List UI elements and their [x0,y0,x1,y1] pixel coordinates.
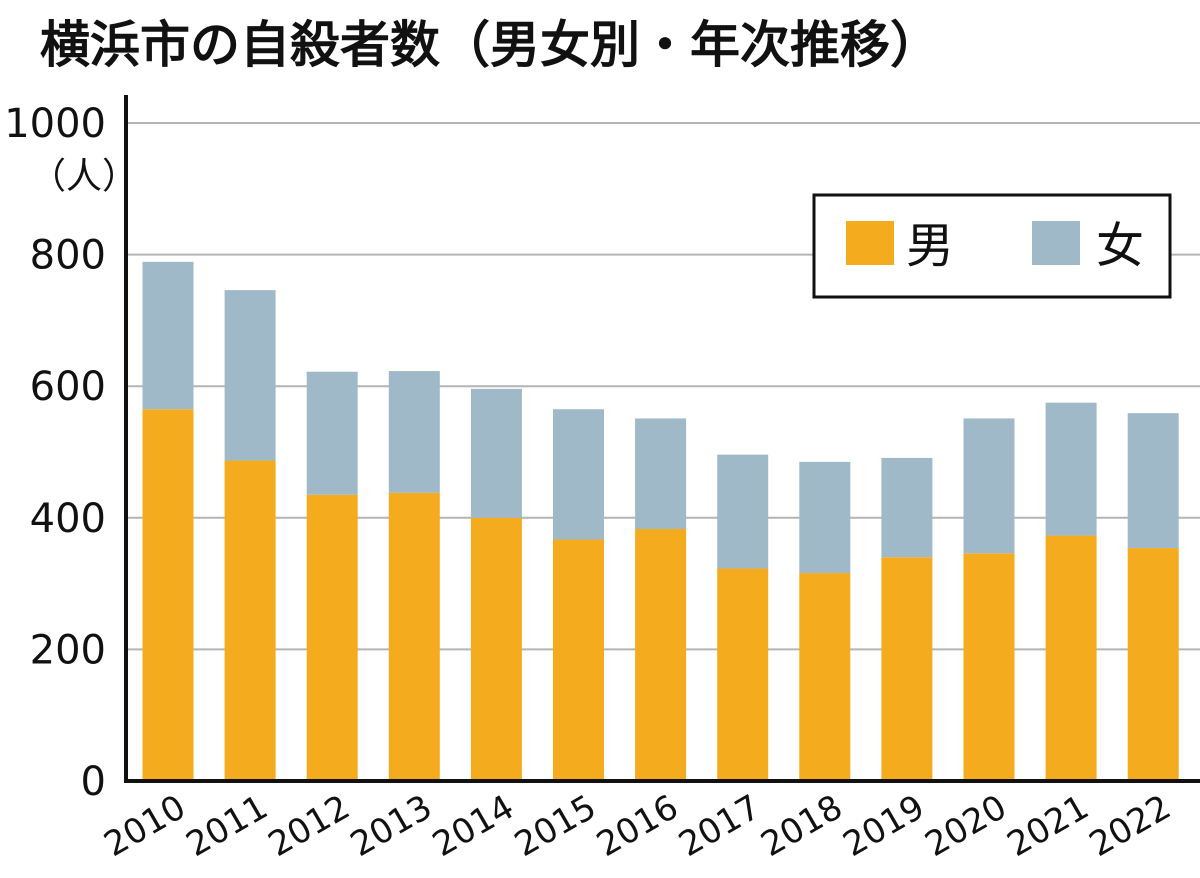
bar-male-2017 [717,568,769,781]
bar-male-2020 [963,553,1015,781]
y-tick-label: 0 [81,759,106,805]
x-tick-labels: 2010201120122013201420152016201720182019… [98,787,1178,865]
x-tick-label: 2015 [508,787,603,865]
x-tick-label: 2010 [98,787,193,865]
bar-male-2016 [635,528,687,781]
x-tick-label: 2021 [1001,787,1096,865]
legend-box [812,193,1172,299]
y-tick-label: 800 [30,233,106,279]
x-tick-label: 2012 [262,787,357,865]
legend: 男 女 [812,193,1172,299]
bar-female-2018 [799,461,851,574]
bar-male-2012 [306,494,358,781]
bar-male-2019 [881,557,933,781]
bar-male-2010 [142,409,194,781]
y-tick-labels: 0 200 400 600 800 1000 [4,101,106,805]
legend-swatch-male [846,221,894,265]
x-tick-label: 2013 [344,787,439,865]
bar-female-2020 [963,418,1015,554]
bar-female-2021 [1045,402,1097,536]
bar-female-2019 [881,457,933,558]
x-tick-label: 2011 [180,787,275,865]
y-tick-label: 200 [30,627,106,673]
bar-male-2011 [224,460,276,781]
bar-female-2016 [635,418,687,529]
bar-female-2012 [306,371,358,495]
x-tick-label: 2020 [919,787,1014,865]
y-unit-label: （人） [30,156,138,197]
x-tick-label: 2018 [754,787,849,865]
legend-label-male: 男 [906,218,954,274]
bar-male-2013 [388,492,440,781]
bar-male-2014 [470,517,522,781]
bar-female-2011 [224,290,276,461]
bar-female-2010 [142,261,194,410]
bar-female-2014 [470,388,522,518]
y-tick-label: 600 [30,364,106,410]
bar-female-2017 [717,454,769,569]
bar-male-2015 [553,539,604,781]
bar-female-2015 [553,409,604,540]
bar-female-2013 [388,371,440,493]
y-tick-label: 400 [30,496,106,542]
bars [142,261,1179,781]
x-tick-label: 2022 [1083,787,1178,865]
x-tick-label: 2017 [672,787,767,865]
x-tick-label: 2016 [590,787,685,865]
x-tick-label: 2019 [836,787,931,865]
bar-male-2022 [1127,548,1179,781]
bar-male-2018 [799,573,851,781]
x-tick-label: 2014 [426,787,521,865]
bar-male-2021 [1045,535,1097,781]
legend-label-female: 女 [1096,218,1144,274]
y-tick-label: 1000 [4,101,106,147]
bar-female-2022 [1127,413,1179,549]
legend-swatch-female [1032,221,1080,265]
axes [124,95,1200,783]
chart-title: 横浜市の自殺者数（男女別・年次推移） [40,16,940,74]
